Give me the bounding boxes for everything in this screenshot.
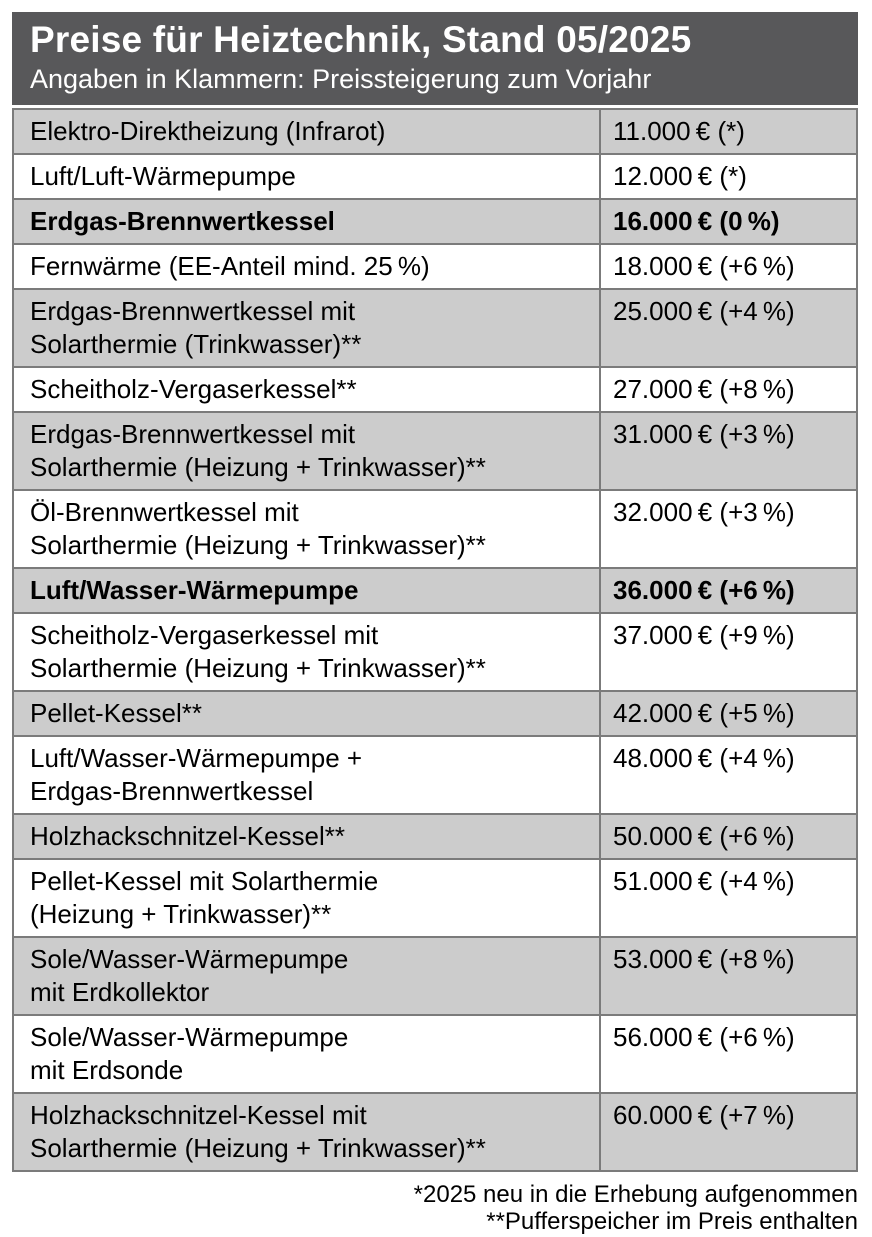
heating-system-cell: Erdgas-Brennwertkessel mit Solarthermie … [30, 296, 362, 359]
price-cell: 37.000 € (+9 %) [599, 614, 856, 690]
table-row: Fernwärme (EE-Anteil mind. 25 %) 18.000 … [14, 243, 856, 288]
table-title: Preise für Heiztechnik, Stand 05/2025 [30, 19, 692, 60]
table-row: Elektro-Direktheizung (Infrarot) 11.000 … [14, 110, 856, 153]
heating-system-cell: Erdgas-Brennwertkessel mit Solarthermie … [30, 419, 486, 482]
heating-system-cell: Scheitholz-Vergaserkessel** [30, 374, 357, 404]
table-row: Scheitholz-Vergaserkessel mit Solartherm… [14, 612, 856, 690]
table-row: Pellet-Kessel** 42.000 € (+5 %) [14, 690, 856, 735]
table-row: Öl-Brennwertkessel mit Solarthermie (Hei… [14, 489, 856, 567]
table-row: Sole/Wasser-Wärmepumpe mit Erdkollektor … [14, 936, 856, 1014]
heating-system-cell: Öl-Brennwertkessel mit Solarthermie (Hei… [30, 497, 486, 560]
heating-system-cell: Erdgas-Brennwertkessel [30, 206, 335, 236]
heating-system-cell: Scheitholz-Vergaserkessel mit Solartherm… [30, 620, 486, 683]
table-row: Luft/Wasser-Wärmepumpe + Erdgas-Brennwer… [14, 735, 856, 813]
price-cell: 32.000 € (+3 %) [599, 491, 856, 567]
table-row: Scheitholz-Vergaserkessel** 27.000 € (+8… [14, 366, 856, 411]
table-row: Holzhackschnitzel-Kessel** 50.000 € (+6 … [14, 813, 856, 858]
price-cell: 11.000 € (*) [599, 110, 856, 153]
footnotes: *2025 neu in die Erhebung aufgenommen **… [12, 1181, 858, 1235]
footnote-buffer-included: **Pufferspeicher im Preis enthalten [486, 1208, 858, 1235]
table-row: Erdgas-Brennwertkessel mit Solarthermie … [14, 411, 856, 489]
table-row: Sole/Wasser-Wärmepumpe mit Erdsonde 56.0… [14, 1014, 856, 1092]
table-row: Erdgas-Brennwertkessel mit Solarthermie … [14, 288, 856, 366]
footnote-new-in-survey: *2025 neu in die Erhebung aufgenommen [413, 1181, 858, 1208]
price-cell: 53.000 € (+8 %) [599, 938, 856, 1014]
table-row: Pellet-Kessel mit Solarthermie (Heizung … [14, 858, 856, 936]
price-cell: 31.000 € (+3 %) [599, 413, 856, 489]
price-cell: 60.000 € (+7 %) [599, 1094, 856, 1170]
heating-system-cell: Sole/Wasser-Wärmepumpe mit Erdsonde [30, 1022, 349, 1085]
heating-system-cell: Sole/Wasser-Wärmepumpe mit Erdkollektor [30, 944, 349, 1007]
table-row: Erdgas-Brennwertkessel 16.000 € (0 %) [14, 198, 856, 243]
price-table-body: Elektro-Direktheizung (Infrarot) 11.000 … [12, 108, 858, 1172]
price-cell: 16.000 € (0 %) [599, 200, 856, 243]
heating-system-cell: Pellet-Kessel mit Solarthermie (Heizung … [30, 866, 379, 929]
heating-system-cell: Pellet-Kessel** [30, 698, 202, 728]
price-cell: 48.000 € (+4 %) [599, 737, 856, 813]
price-cell: 50.000 € (+6 %) [599, 815, 856, 858]
price-cell: 42.000 € (+5 %) [599, 692, 856, 735]
heating-system-cell: Holzhackschnitzel-Kessel** [30, 821, 346, 851]
heating-system-cell: Luft/Wasser-Wärmepumpe [30, 575, 359, 605]
price-cell: 27.000 € (+8 %) [599, 368, 856, 411]
table-row: Luft/Luft-Wärmepumpe 12.000 € (*) [14, 153, 856, 198]
price-cell: 25.000 € (+4 %) [599, 290, 856, 366]
price-cell: 12.000 € (*) [599, 155, 856, 198]
price-cell: 18.000 € (+6 %) [599, 245, 856, 288]
heating-system-cell: Fernwärme (EE-Anteil mind. 25 %) [30, 251, 430, 281]
heating-system-cell: Luft/Luft-Wärmepumpe [30, 161, 296, 191]
heating-system-cell: Elektro-Direktheizung (Infrarot) [30, 116, 386, 146]
price-cell: 56.000 € (+6 %) [599, 1016, 856, 1092]
heating-system-cell: Luft/Wasser-Wärmepumpe + Erdgas-Brennwer… [30, 743, 363, 806]
heating-system-cell: Holzhackschnitzel-Kessel mit Solarthermi… [30, 1100, 486, 1163]
price-cell: 36.000 € (+6 %) [599, 569, 856, 612]
price-cell: 51.000 € (+4 %) [599, 860, 856, 936]
table-row: Luft/Wasser-Wärmepumpe 36.000 € (+6 %) [14, 567, 856, 612]
price-table-infographic: Preise für Heiztechnik, Stand 05/2025 An… [12, 12, 858, 1235]
table-subtitle: Angaben in Klammern: Preissteigerung zum… [30, 64, 652, 94]
table-header: Preise für Heiztechnik, Stand 05/2025 An… [12, 12, 858, 105]
table-row: Holzhackschnitzel-Kessel mit Solarthermi… [14, 1092, 856, 1170]
